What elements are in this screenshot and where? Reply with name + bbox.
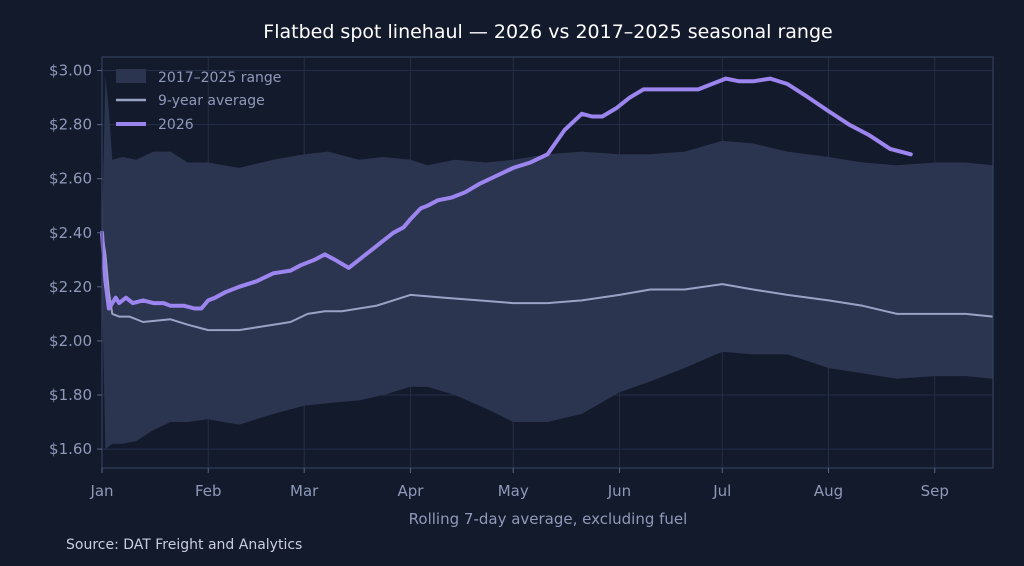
- x-tick-label: Jun: [607, 482, 631, 500]
- x-tick-label: Sep: [921, 482, 949, 500]
- plot-border: [101, 56, 994, 469]
- legend-swatch-range: [116, 69, 146, 83]
- y-tick-label: $3.00: [49, 62, 92, 80]
- legend-label-2026: 2026: [158, 117, 194, 133]
- x-tick-label: Feb: [195, 482, 222, 500]
- x-tick-label: Jul: [712, 482, 731, 500]
- y-axis: $1.60 $1.80 $2.00 $2.20 $2.40 $2.60 $2.80 $3.00: [49, 62, 102, 458]
- x-axis-label: Rolling 7-day average, excluding fuel: [409, 510, 688, 528]
- range-band: [102, 75, 993, 450]
- x-tick-label: Jan: [89, 482, 113, 500]
- x-tick-label: Apr: [397, 482, 424, 500]
- x-axis: Jan Feb Mar Apr May Jun Jul Aug Sep: [89, 468, 949, 500]
- y-tick-label: $2.20: [49, 278, 92, 296]
- legend-label-range: 2017–2025 range: [158, 70, 281, 86]
- line-2026: [100, 76, 913, 311]
- y-tick-label: $1.60: [49, 440, 92, 458]
- y-tick-label: $2.00: [49, 332, 92, 350]
- y-tick-label: $2.60: [49, 170, 92, 188]
- y-tick-label: $1.80: [49, 386, 92, 404]
- y-tick-label: $2.40: [49, 224, 92, 242]
- y-tick-label: $2.80: [49, 116, 92, 134]
- legend-label-average: 9-year average: [158, 93, 265, 109]
- chart-title: Flatbed spot linehaul — 2026 vs 2017–202…: [263, 21, 832, 43]
- plot-area: [100, 56, 994, 469]
- x-tick-label: Aug: [814, 482, 843, 500]
- x-tick-label: Mar: [290, 482, 319, 500]
- source-note: Source: DAT Freight and Analytics: [66, 537, 302, 553]
- legend: 2017–2025 range 9-year average 2026: [116, 69, 281, 133]
- x-tick-label: May: [498, 482, 529, 500]
- average-line: [101, 232, 994, 332]
